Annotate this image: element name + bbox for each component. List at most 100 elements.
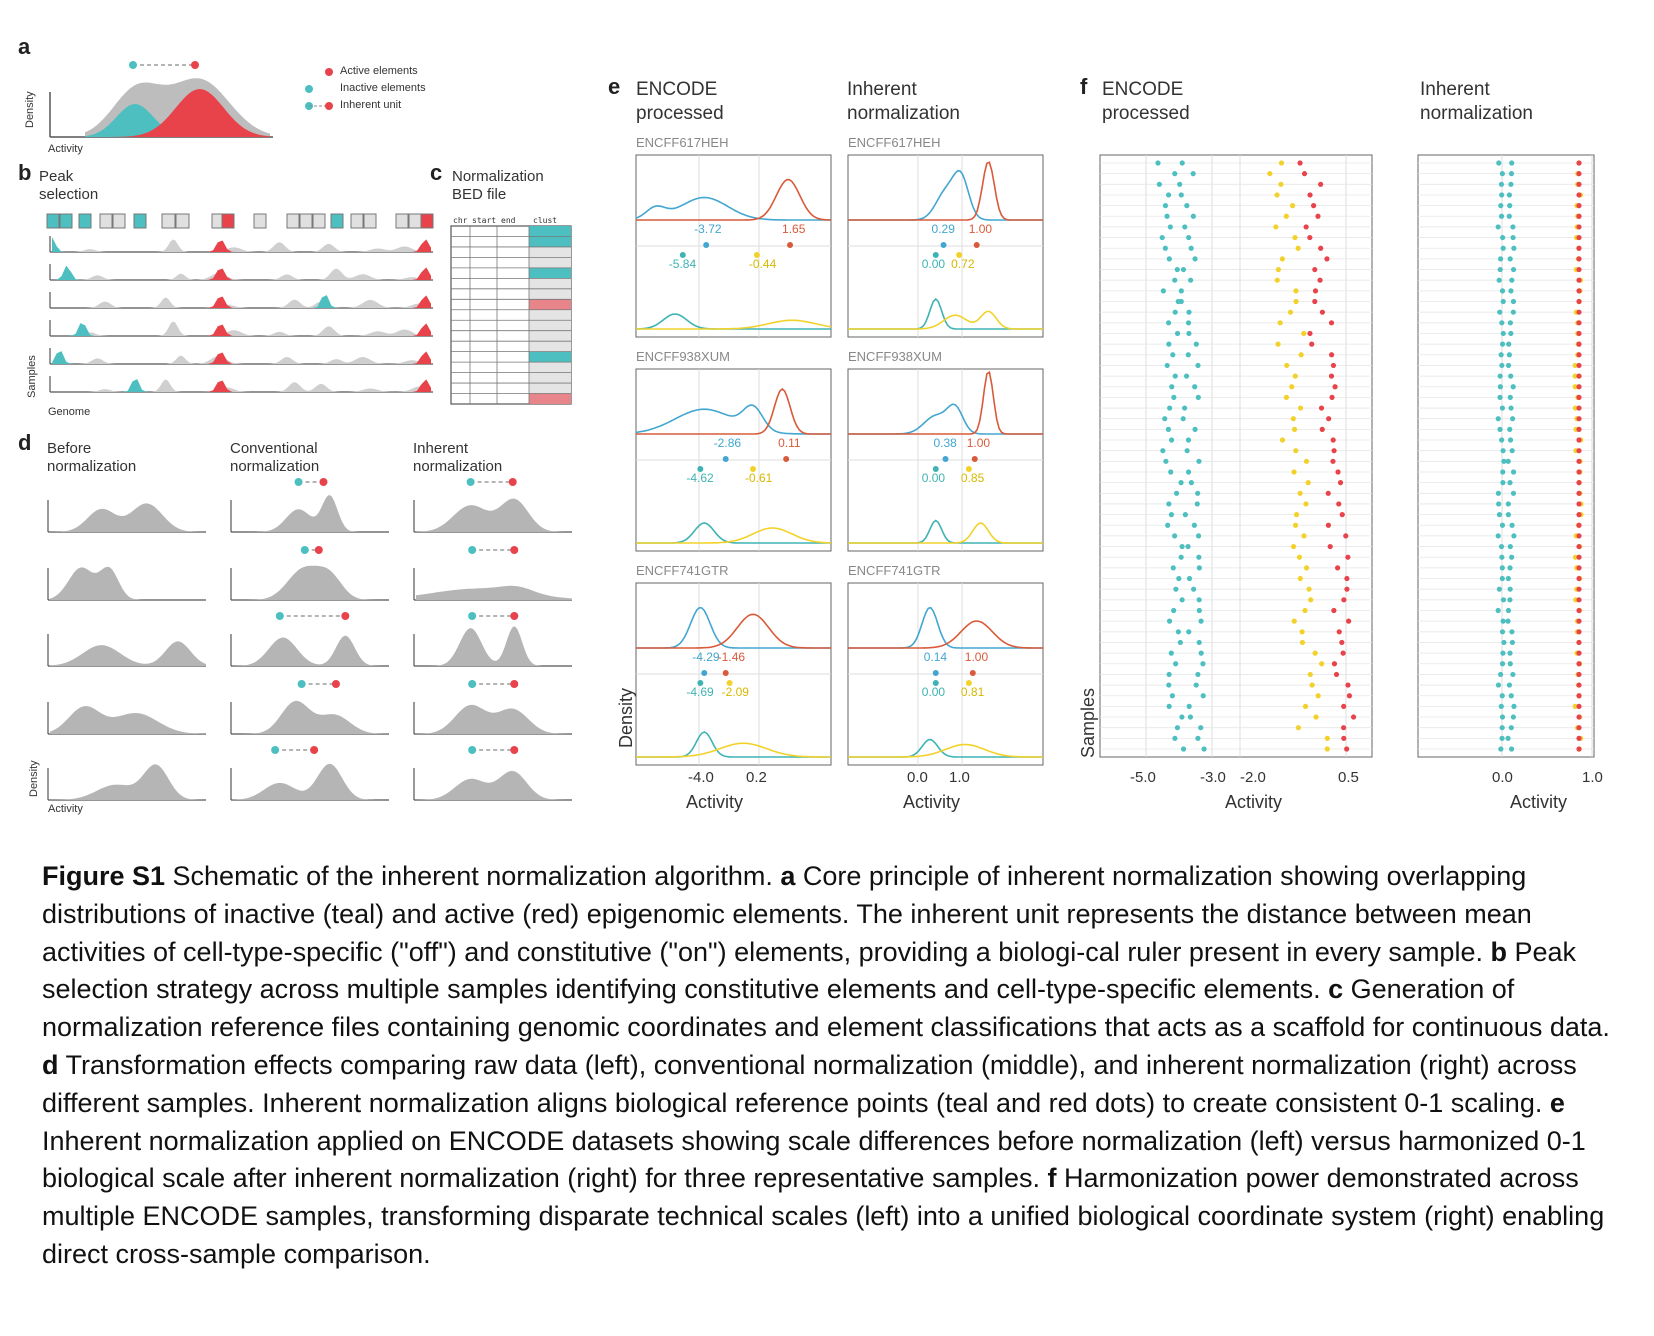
- f-left-yellow-48: [1307, 671, 1313, 678]
- f-left-red-7: [1307, 234, 1313, 241]
- f-left-teal1-11: [1172, 277, 1178, 283]
- caption-segment-5: Inherent normalization applied on ENCODE…: [42, 1125, 1586, 1194]
- f-right-teal2-31: [1510, 490, 1517, 496]
- panel-a-xlabel: Activity: [48, 143, 83, 155]
- caption-segment-6: Harmonization power demonstrated across …: [42, 1163, 1605, 1269]
- f-right-teal1-10: [1497, 266, 1503, 273]
- f-left-red-16: [1307, 330, 1313, 337]
- caption-bold-5: e: [1549, 1087, 1565, 1118]
- f-left-red-31: [1325, 490, 1331, 496]
- f-left-yellow-51: [1302, 703, 1309, 709]
- b-selection-box-0: [46, 213, 60, 229]
- f-right-teal2-0: [1509, 160, 1515, 166]
- f-right-teal2-17: [1506, 341, 1512, 347]
- f-left-teal2-41: [1196, 597, 1202, 603]
- f-right-teal1-21: [1497, 384, 1503, 390]
- f-left-yellow-14: [1287, 309, 1294, 315]
- f-right-teal1-45: [1501, 639, 1507, 646]
- f-left-teal1-38: [1170, 565, 1176, 571]
- caption-bold-2: b: [1490, 936, 1507, 967]
- b-selection-box-16: [363, 213, 377, 229]
- f-left-teal1-6: [1167, 224, 1173, 230]
- f-left-red-29: [1335, 469, 1341, 475]
- f-left-teal2-15: [1185, 320, 1192, 326]
- f-left-yellow-47: [1319, 661, 1325, 667]
- f-left-teal1-17: [1166, 341, 1172, 347]
- e-dot-bottom-teal-1-2: [932, 680, 939, 686]
- f-left-yellow-39: [1297, 575, 1303, 582]
- d-2-4-density: [416, 770, 572, 800]
- f-left-teal1-22: [1171, 394, 1177, 400]
- f-left-yellow-52: [1313, 714, 1319, 720]
- f-left-yellow-11: [1274, 277, 1280, 283]
- d-2-1-dots-teal: [468, 546, 477, 554]
- f-left-yellow-25: [1291, 426, 1298, 432]
- e-left-tick-2: 0.2: [746, 769, 767, 786]
- f-left-teal1-40: [1173, 586, 1179, 592]
- f-left-teal1-32: [1166, 501, 1172, 507]
- f-left-red-6: [1303, 224, 1309, 230]
- panel-e-title-left: ENCODE processed: [636, 79, 724, 124]
- f-right-teal2-43: [1505, 618, 1511, 624]
- panel-e-xlabel-left: Activity: [686, 792, 744, 812]
- panel-d-ylabel: Density: [28, 760, 40, 797]
- f-right-teal2-53: [1508, 725, 1514, 731]
- f-left-teal2-30: [1188, 480, 1194, 486]
- e-val-top-blue-0-2: -4.29: [692, 650, 720, 664]
- f-left-red-42: [1331, 607, 1337, 614]
- d-1-0-dots-red: [319, 478, 328, 486]
- f-right-red-35: [1576, 533, 1582, 539]
- e-left-tick-1: -4.0: [688, 769, 714, 786]
- f-left-red-32: [1336, 501, 1342, 507]
- f-right-red-38: [1576, 565, 1582, 571]
- caption-bold-1: a: [780, 861, 796, 891]
- f-right-teal1-6: [1495, 224, 1501, 230]
- f-left-teal1-26: [1168, 437, 1175, 443]
- f-right-teal2-25: [1507, 426, 1513, 432]
- caption-bold-4: d: [42, 1049, 59, 1080]
- d-0-1-density: [50, 566, 206, 600]
- f-left-teal2-2: [1177, 181, 1183, 187]
- col-clust: clust: [533, 216, 558, 225]
- e-dot-bottom-yellow-1-2: [965, 680, 972, 686]
- f-left-teal2-55: [1201, 746, 1207, 752]
- f-right-teal1-2: [1498, 181, 1505, 187]
- f-right-teal2-49: [1506, 682, 1513, 688]
- e-val-bottom-yellow-0-0: -0.44: [748, 257, 777, 271]
- panel-b-label: b: [18, 160, 32, 185]
- f-left-teal2-42: [1196, 607, 1202, 614]
- d-2-3-dots-red: [510, 680, 519, 688]
- legend-inactive-dot: [305, 85, 313, 93]
- panel-b-xlabel: Genome: [48, 406, 91, 418]
- f-left-red-20: [1328, 373, 1335, 379]
- f-right-red-30: [1576, 480, 1582, 486]
- f-left-tick-3: -2.0: [1240, 769, 1266, 786]
- f-left-teal2-23: [1182, 405, 1188, 411]
- f-left-red-50: [1346, 693, 1353, 699]
- f-left-yellow-45: [1299, 639, 1306, 646]
- f-left-teal2-46: [1198, 650, 1204, 656]
- f-left-yellow-6: [1273, 224, 1279, 230]
- e-dot-bottom-yellow-0-1: [750, 466, 756, 472]
- f-right-red-19: [1576, 362, 1582, 369]
- f-left-teal1-43: [1166, 618, 1173, 624]
- panel-f-title-right: Inherent normalization: [1420, 79, 1533, 124]
- f-right-teal2-14: [1510, 309, 1516, 315]
- f-right-teal1-7: [1500, 234, 1506, 241]
- f-right-teal2-12: [1508, 288, 1514, 294]
- e-val-top-blue-1-1: 0.38: [933, 436, 957, 450]
- f-right-red-48: [1576, 671, 1582, 678]
- e-dot-bottom-teal-0-1: [697, 466, 704, 472]
- f-left-frame: [1099, 154, 1373, 758]
- c-clust-cell-3: [529, 257, 571, 268]
- f-left-red-25: [1319, 426, 1325, 432]
- f-left-yellow-5: [1283, 213, 1289, 219]
- f-left-teal1-15: [1166, 320, 1172, 326]
- f-left-teal2-29: [1185, 469, 1192, 475]
- f-right-red-6: [1576, 224, 1582, 230]
- f-left-red-17: [1309, 341, 1315, 347]
- caption-bold-6: f: [1047, 1163, 1057, 1194]
- f-left-red-39: [1344, 575, 1350, 582]
- panel-e-title-right: Inherent normalization: [847, 79, 960, 124]
- f-right-teal1-55: [1498, 746, 1504, 752]
